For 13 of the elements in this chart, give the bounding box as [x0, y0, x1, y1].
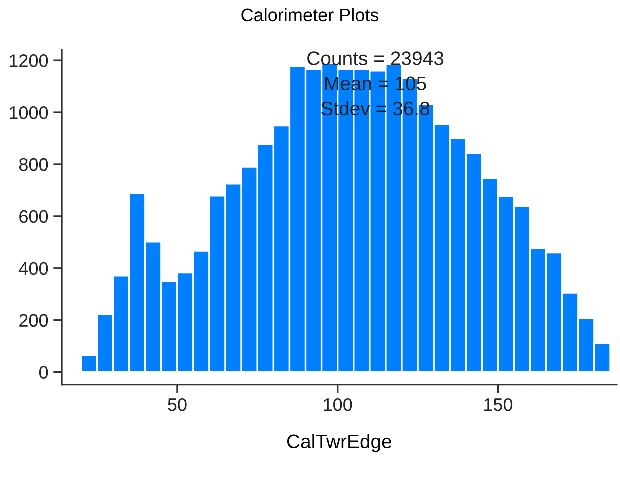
- y-tick-label: 400: [19, 262, 48, 276]
- chart-title: Calorimeter Plots: [242, 8, 379, 22]
- y-tick-label: 0: [39, 366, 48, 380]
- y-tick-label: 1200: [10, 54, 48, 68]
- y-tick-label: 800: [19, 158, 48, 172]
- x-tick-label: 150: [484, 398, 513, 412]
- y-tick-label: 1000: [10, 106, 48, 120]
- y-tick-label: 200: [20, 314, 48, 328]
- x-tick-label: 100: [324, 398, 352, 412]
- annotation: Counts = 23943: [308, 52, 444, 66]
- x-tick-label: 50: [168, 398, 187, 412]
- x-axis-title: CalTwrEdge: [287, 434, 392, 452]
- y-tick-label: 600: [20, 210, 48, 224]
